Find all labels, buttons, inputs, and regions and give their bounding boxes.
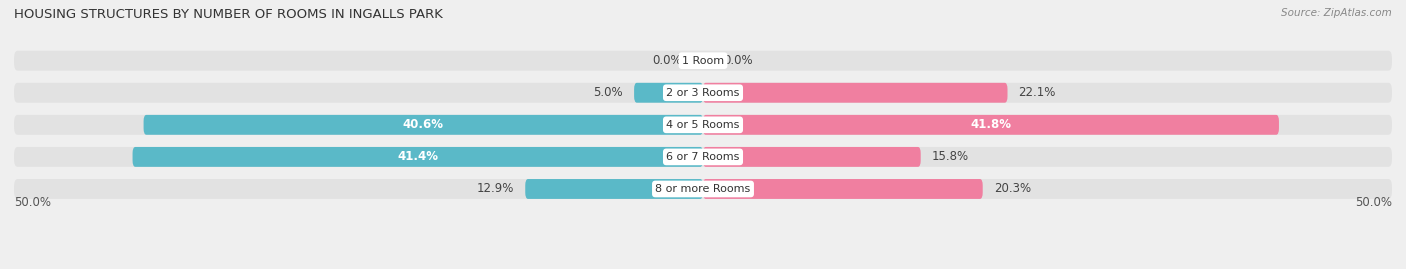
Text: 8 or more Rooms: 8 or more Rooms	[655, 184, 751, 194]
FancyBboxPatch shape	[14, 83, 1392, 103]
Text: HOUSING STRUCTURES BY NUMBER OF ROOMS IN INGALLS PARK: HOUSING STRUCTURES BY NUMBER OF ROOMS IN…	[14, 8, 443, 21]
FancyBboxPatch shape	[703, 115, 1279, 135]
Text: 41.4%: 41.4%	[398, 150, 439, 163]
Text: Source: ZipAtlas.com: Source: ZipAtlas.com	[1281, 8, 1392, 18]
FancyBboxPatch shape	[703, 179, 983, 199]
FancyBboxPatch shape	[143, 115, 703, 135]
Text: 0.0%: 0.0%	[724, 54, 754, 67]
Text: 5.0%: 5.0%	[593, 86, 623, 99]
Text: 0.0%: 0.0%	[652, 54, 682, 67]
Text: 50.0%: 50.0%	[14, 196, 51, 209]
FancyBboxPatch shape	[14, 115, 1392, 135]
FancyBboxPatch shape	[526, 179, 703, 199]
FancyBboxPatch shape	[703, 147, 921, 167]
Legend: Owner-occupied, Renter-occupied: Owner-occupied, Renter-occupied	[565, 267, 841, 269]
Text: 40.6%: 40.6%	[402, 118, 444, 131]
Text: 1 Room: 1 Room	[682, 56, 724, 66]
FancyBboxPatch shape	[14, 51, 1392, 71]
Text: 12.9%: 12.9%	[477, 182, 515, 196]
Text: 15.8%: 15.8%	[932, 150, 969, 163]
Text: 2 or 3 Rooms: 2 or 3 Rooms	[666, 88, 740, 98]
FancyBboxPatch shape	[634, 83, 703, 103]
FancyBboxPatch shape	[703, 83, 1008, 103]
FancyBboxPatch shape	[14, 179, 1392, 199]
Text: 4 or 5 Rooms: 4 or 5 Rooms	[666, 120, 740, 130]
Text: 20.3%: 20.3%	[994, 182, 1031, 196]
Text: 41.8%: 41.8%	[970, 118, 1011, 131]
Text: 22.1%: 22.1%	[1018, 86, 1056, 99]
FancyBboxPatch shape	[132, 147, 703, 167]
Text: 50.0%: 50.0%	[1355, 196, 1392, 209]
FancyBboxPatch shape	[14, 147, 1392, 167]
Text: 6 or 7 Rooms: 6 or 7 Rooms	[666, 152, 740, 162]
